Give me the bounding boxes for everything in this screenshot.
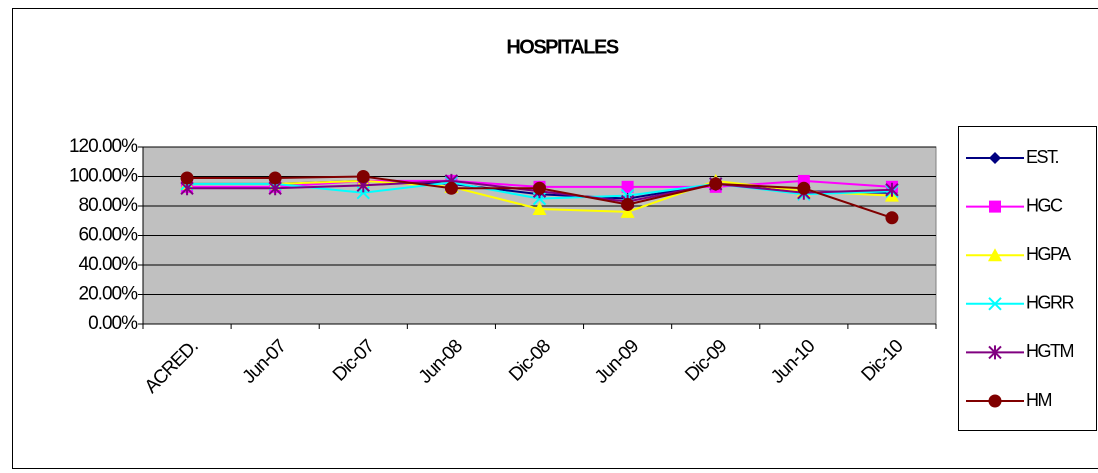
legend-label: HGRR <box>1026 293 1074 313</box>
marker <box>621 198 635 212</box>
y-tick-label: 20.00% <box>79 284 139 305</box>
y-tick-label: 100.00% <box>69 166 138 187</box>
marker <box>885 211 899 225</box>
marker <box>988 394 1002 408</box>
marker <box>532 201 547 215</box>
marker <box>709 177 723 191</box>
legend-label: HGPA <box>1026 244 1071 264</box>
legend-label: HGC <box>1026 195 1063 215</box>
marker <box>988 345 1002 360</box>
y-tick-label: 120.00% <box>69 136 138 157</box>
y-tick-label: 0.00% <box>88 313 138 334</box>
y-tick-label: 60.00% <box>79 225 139 246</box>
y-tick-label: 40.00% <box>79 254 139 275</box>
legend <box>958 126 1097 431</box>
y-tick-label: 80.00% <box>79 195 139 216</box>
marker <box>621 180 634 193</box>
marker <box>444 181 458 195</box>
marker <box>533 181 546 195</box>
legend-label: HM <box>1026 390 1051 410</box>
marker <box>988 248 1002 262</box>
chart-title: HOSPITALES <box>506 36 618 58</box>
marker <box>885 182 899 197</box>
marker <box>180 171 194 185</box>
marker <box>268 171 282 185</box>
marker <box>989 152 1001 164</box>
marker <box>620 204 635 218</box>
marker <box>356 170 370 183</box>
legend-label: EST. <box>1026 147 1059 167</box>
legend-label: HGTM <box>1026 341 1073 361</box>
marker <box>988 297 1002 311</box>
marker <box>989 200 1001 213</box>
marker <box>797 181 811 195</box>
